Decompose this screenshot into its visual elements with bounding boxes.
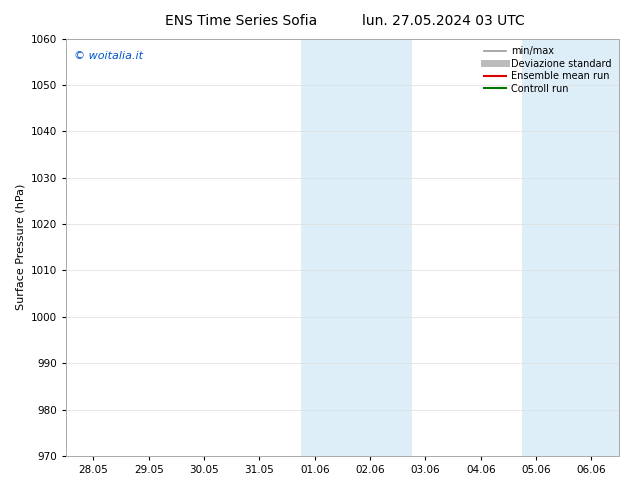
Y-axis label: Surface Pressure (hPa): Surface Pressure (hPa) <box>15 184 25 311</box>
Text: lun. 27.05.2024 03 UTC: lun. 27.05.2024 03 UTC <box>363 14 525 28</box>
Bar <box>301 39 411 456</box>
Text: © woitalia.it: © woitalia.it <box>74 51 143 61</box>
Legend: min/max, Deviazione standard, Ensemble mean run, Controll run: min/max, Deviazione standard, Ensemble m… <box>482 44 614 97</box>
Text: ENS Time Series Sofia: ENS Time Series Sofia <box>165 14 317 28</box>
Bar <box>522 39 633 456</box>
